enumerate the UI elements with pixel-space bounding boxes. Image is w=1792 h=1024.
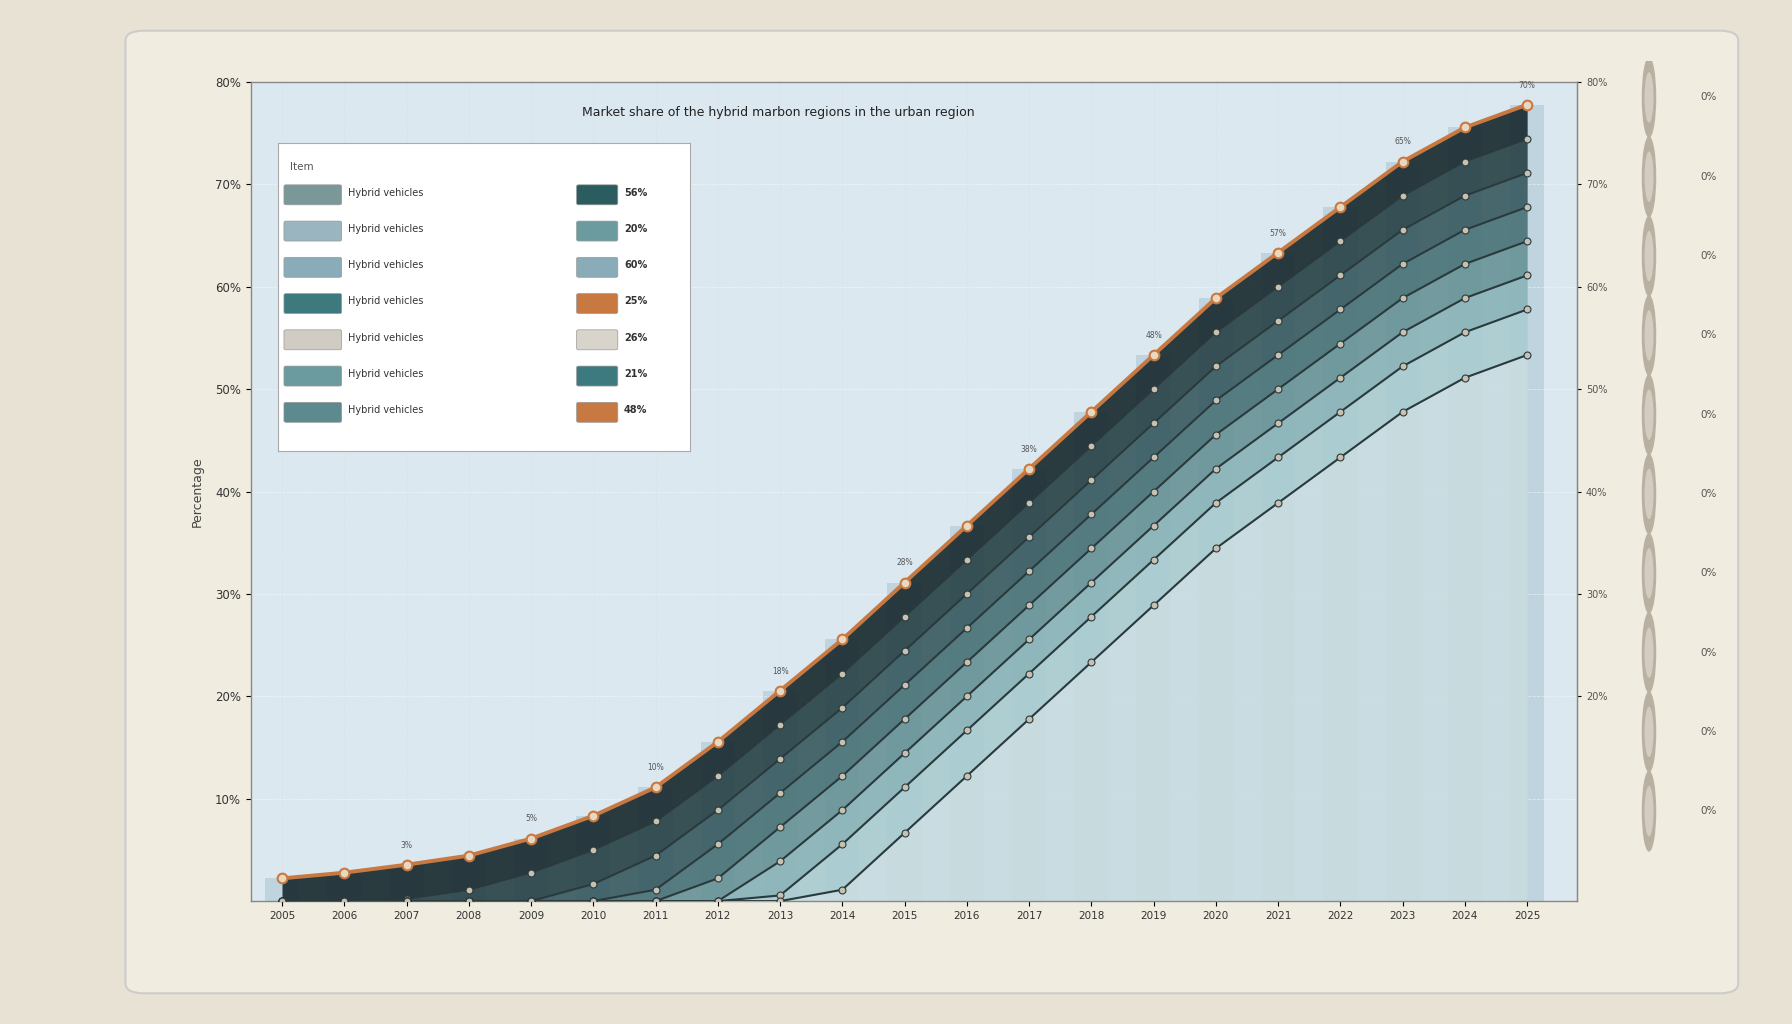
Circle shape	[1641, 374, 1656, 456]
FancyBboxPatch shape	[283, 257, 342, 278]
Bar	[824, 639, 860, 901]
Text: 25%: 25%	[624, 296, 647, 306]
Circle shape	[1645, 548, 1654, 598]
Circle shape	[1645, 389, 1654, 440]
Text: Hybrid vehicles: Hybrid vehicles	[348, 333, 423, 342]
Circle shape	[1645, 707, 1654, 757]
Bar	[389, 864, 423, 901]
Text: 0%: 0%	[1701, 727, 1717, 737]
Text: 0%: 0%	[1701, 251, 1717, 261]
Circle shape	[1641, 295, 1656, 376]
Text: Hybrid vehicles: Hybrid vehicles	[348, 406, 423, 415]
Bar	[452, 856, 486, 901]
Bar	[638, 787, 672, 901]
Text: 20%: 20%	[624, 224, 647, 233]
FancyBboxPatch shape	[283, 221, 342, 241]
Text: Hybrid vehicles: Hybrid vehicles	[348, 187, 423, 198]
Circle shape	[1641, 454, 1656, 535]
Text: 0%: 0%	[1701, 331, 1717, 340]
Circle shape	[1641, 771, 1656, 852]
FancyBboxPatch shape	[283, 330, 342, 350]
Text: 3%: 3%	[401, 841, 412, 850]
Bar	[1199, 298, 1233, 901]
Text: 18%: 18%	[772, 667, 788, 676]
Circle shape	[1645, 230, 1654, 282]
Text: 65%: 65%	[1394, 137, 1410, 146]
FancyBboxPatch shape	[283, 402, 342, 422]
Bar	[265, 879, 299, 901]
Text: 48%: 48%	[1145, 331, 1161, 340]
Text: Item: Item	[290, 162, 314, 172]
Bar	[1322, 207, 1358, 901]
Text: Hybrid vehicles: Hybrid vehicles	[348, 224, 423, 233]
Circle shape	[1645, 152, 1654, 202]
Text: 70%: 70%	[1518, 81, 1536, 90]
Text: 57%: 57%	[1271, 228, 1287, 238]
Bar	[1073, 412, 1109, 901]
Bar	[577, 816, 611, 901]
Text: 0%: 0%	[1701, 568, 1717, 579]
Text: 10%: 10%	[647, 763, 663, 772]
Text: 0%: 0%	[1701, 489, 1717, 499]
FancyBboxPatch shape	[577, 366, 618, 386]
Bar	[950, 525, 984, 901]
FancyBboxPatch shape	[283, 184, 342, 205]
Circle shape	[1641, 691, 1656, 772]
Circle shape	[1645, 628, 1654, 678]
Bar	[887, 583, 921, 901]
Text: 56%: 56%	[624, 187, 647, 198]
Bar	[514, 839, 548, 901]
Text: 0%: 0%	[1701, 172, 1717, 182]
Bar	[1262, 253, 1296, 901]
Text: Hybrid vehicles: Hybrid vehicles	[348, 260, 423, 270]
Text: Market share of the hybrid marbon regions in the urban region: Market share of the hybrid marbon region…	[582, 106, 975, 120]
Text: 38%: 38%	[1021, 444, 1038, 454]
Circle shape	[1645, 786, 1654, 837]
FancyBboxPatch shape	[125, 31, 1738, 993]
Text: 0%: 0%	[1701, 806, 1717, 816]
Circle shape	[1645, 73, 1654, 123]
Bar	[1511, 104, 1545, 901]
Bar	[1448, 127, 1482, 901]
Text: 0%: 0%	[1701, 647, 1717, 657]
Text: 0%: 0%	[1701, 92, 1717, 102]
FancyBboxPatch shape	[577, 294, 618, 313]
FancyBboxPatch shape	[577, 184, 618, 205]
Text: 0%: 0%	[1701, 410, 1717, 420]
Text: 60%: 60%	[624, 260, 647, 270]
Bar	[1136, 355, 1170, 901]
Text: 26%: 26%	[624, 333, 647, 342]
Circle shape	[1641, 532, 1656, 613]
Text: 21%: 21%	[624, 369, 647, 379]
Text: Hybrid vehicles: Hybrid vehicles	[348, 296, 423, 306]
Bar	[1012, 469, 1047, 901]
Circle shape	[1641, 136, 1656, 217]
Circle shape	[1645, 469, 1654, 519]
Text: 48%: 48%	[624, 406, 647, 415]
Bar	[1385, 162, 1419, 901]
Y-axis label: Percentage: Percentage	[192, 457, 204, 526]
FancyBboxPatch shape	[283, 294, 342, 313]
FancyBboxPatch shape	[283, 366, 342, 386]
Circle shape	[1641, 57, 1656, 138]
Circle shape	[1645, 310, 1654, 360]
FancyBboxPatch shape	[577, 221, 618, 241]
Bar	[763, 690, 797, 901]
Circle shape	[1641, 612, 1656, 693]
Text: Hybrid vehicles: Hybrid vehicles	[348, 369, 423, 379]
Bar	[328, 872, 362, 901]
Circle shape	[1641, 215, 1656, 297]
FancyBboxPatch shape	[577, 330, 618, 350]
FancyBboxPatch shape	[577, 402, 618, 422]
Bar	[701, 741, 735, 901]
FancyBboxPatch shape	[577, 257, 618, 278]
Text: 28%: 28%	[896, 558, 912, 567]
Text: 5%: 5%	[525, 814, 538, 823]
